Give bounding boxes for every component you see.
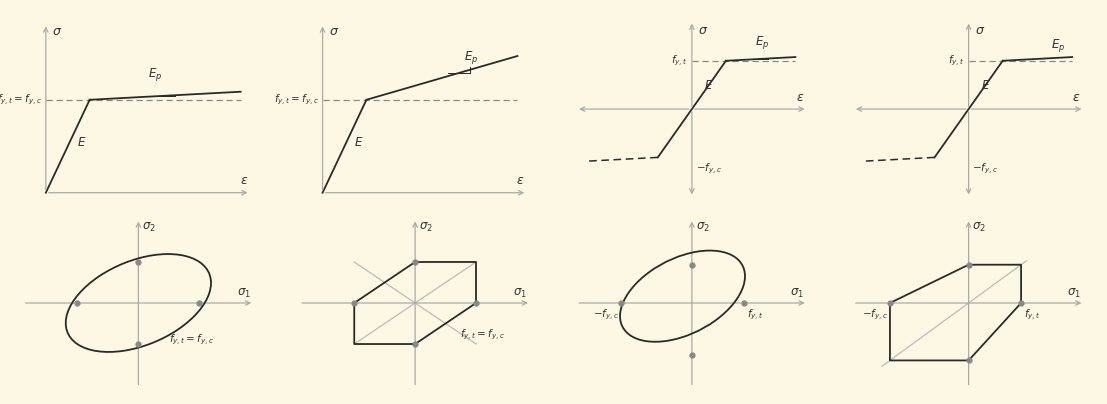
Text: $\sigma$: $\sigma$	[329, 25, 339, 38]
Text: $E_p$: $E_p$	[464, 49, 478, 66]
Text: $\sigma_1$: $\sigma_1$	[514, 286, 527, 300]
Text: $\sigma_2$: $\sigma_2$	[143, 221, 156, 234]
Text: $E$: $E$	[77, 136, 86, 149]
Text: $f_{y,t} = f_{y,c}$: $f_{y,t} = f_{y,c}$	[0, 93, 42, 107]
Text: $\sigma_1$: $\sigma_1$	[790, 286, 804, 300]
Text: $E$: $E$	[354, 136, 363, 149]
Text: $f_{y,t}$: $f_{y,t}$	[949, 54, 965, 68]
Text: $-f_{y,c}$: $-f_{y,c}$	[862, 307, 888, 322]
Text: $E_p$: $E_p$	[755, 34, 769, 51]
Text: $\sigma_1$: $\sigma_1$	[237, 286, 250, 300]
Text: $\varepsilon$: $\varepsilon$	[516, 174, 525, 187]
Text: $\varepsilon$: $\varepsilon$	[1073, 90, 1080, 103]
Text: $\sigma_2$: $\sigma_2$	[972, 221, 986, 234]
Text: $E_p$: $E_p$	[148, 66, 163, 83]
Text: $-f_{y,c}$: $-f_{y,c}$	[972, 161, 999, 175]
Text: $E$: $E$	[704, 79, 713, 93]
Text: $\varepsilon$: $\varepsilon$	[239, 174, 248, 187]
Text: $-f_{y,c}$: $-f_{y,c}$	[592, 307, 619, 322]
Text: $\sigma_1$: $\sigma_1$	[1067, 286, 1080, 300]
Text: $f_{y,t} = f_{y,c}$: $f_{y,t} = f_{y,c}$	[459, 328, 505, 342]
Text: $f_{y,t} = f_{y,c}$: $f_{y,t} = f_{y,c}$	[168, 333, 214, 347]
Text: $f_{y,t}$: $f_{y,t}$	[747, 307, 764, 322]
Text: $f_{y,t}$: $f_{y,t}$	[672, 54, 689, 68]
Text: $f_{y,t}$: $f_{y,t}$	[1024, 307, 1041, 322]
Text: $\sigma_2$: $\sigma_2$	[420, 221, 433, 234]
Text: $E_p$: $E_p$	[1052, 37, 1066, 54]
Text: $\varepsilon$: $\varepsilon$	[796, 90, 804, 103]
Text: $\sigma_2$: $\sigma_2$	[695, 221, 710, 234]
Text: $f_{y,t} = f_{y,c}$: $f_{y,t} = f_{y,c}$	[273, 93, 319, 107]
Text: $\sigma$: $\sigma$	[974, 23, 985, 37]
Text: $-f_{y,c}$: $-f_{y,c}$	[695, 161, 722, 175]
Text: $E$: $E$	[981, 79, 990, 93]
Text: $\sigma$: $\sigma$	[697, 23, 708, 37]
Text: $\sigma$: $\sigma$	[52, 25, 62, 38]
